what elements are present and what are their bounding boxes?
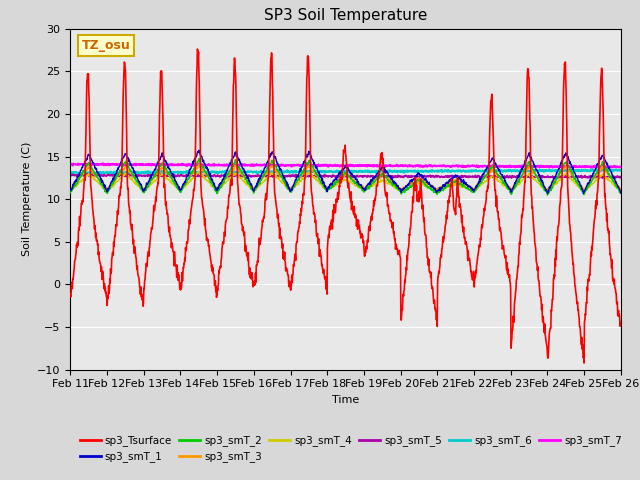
Y-axis label: Soil Temperature (C): Soil Temperature (C) xyxy=(22,142,32,256)
Text: TZ_osu: TZ_osu xyxy=(81,39,130,52)
Title: SP3 Soil Temperature: SP3 Soil Temperature xyxy=(264,9,428,24)
X-axis label: Time: Time xyxy=(332,395,359,405)
Legend: sp3_Tsurface, sp3_smT_1, sp3_smT_2, sp3_smT_3, sp3_smT_4, sp3_smT_5, sp3_smT_6, : sp3_Tsurface, sp3_smT_1, sp3_smT_2, sp3_… xyxy=(76,431,627,467)
